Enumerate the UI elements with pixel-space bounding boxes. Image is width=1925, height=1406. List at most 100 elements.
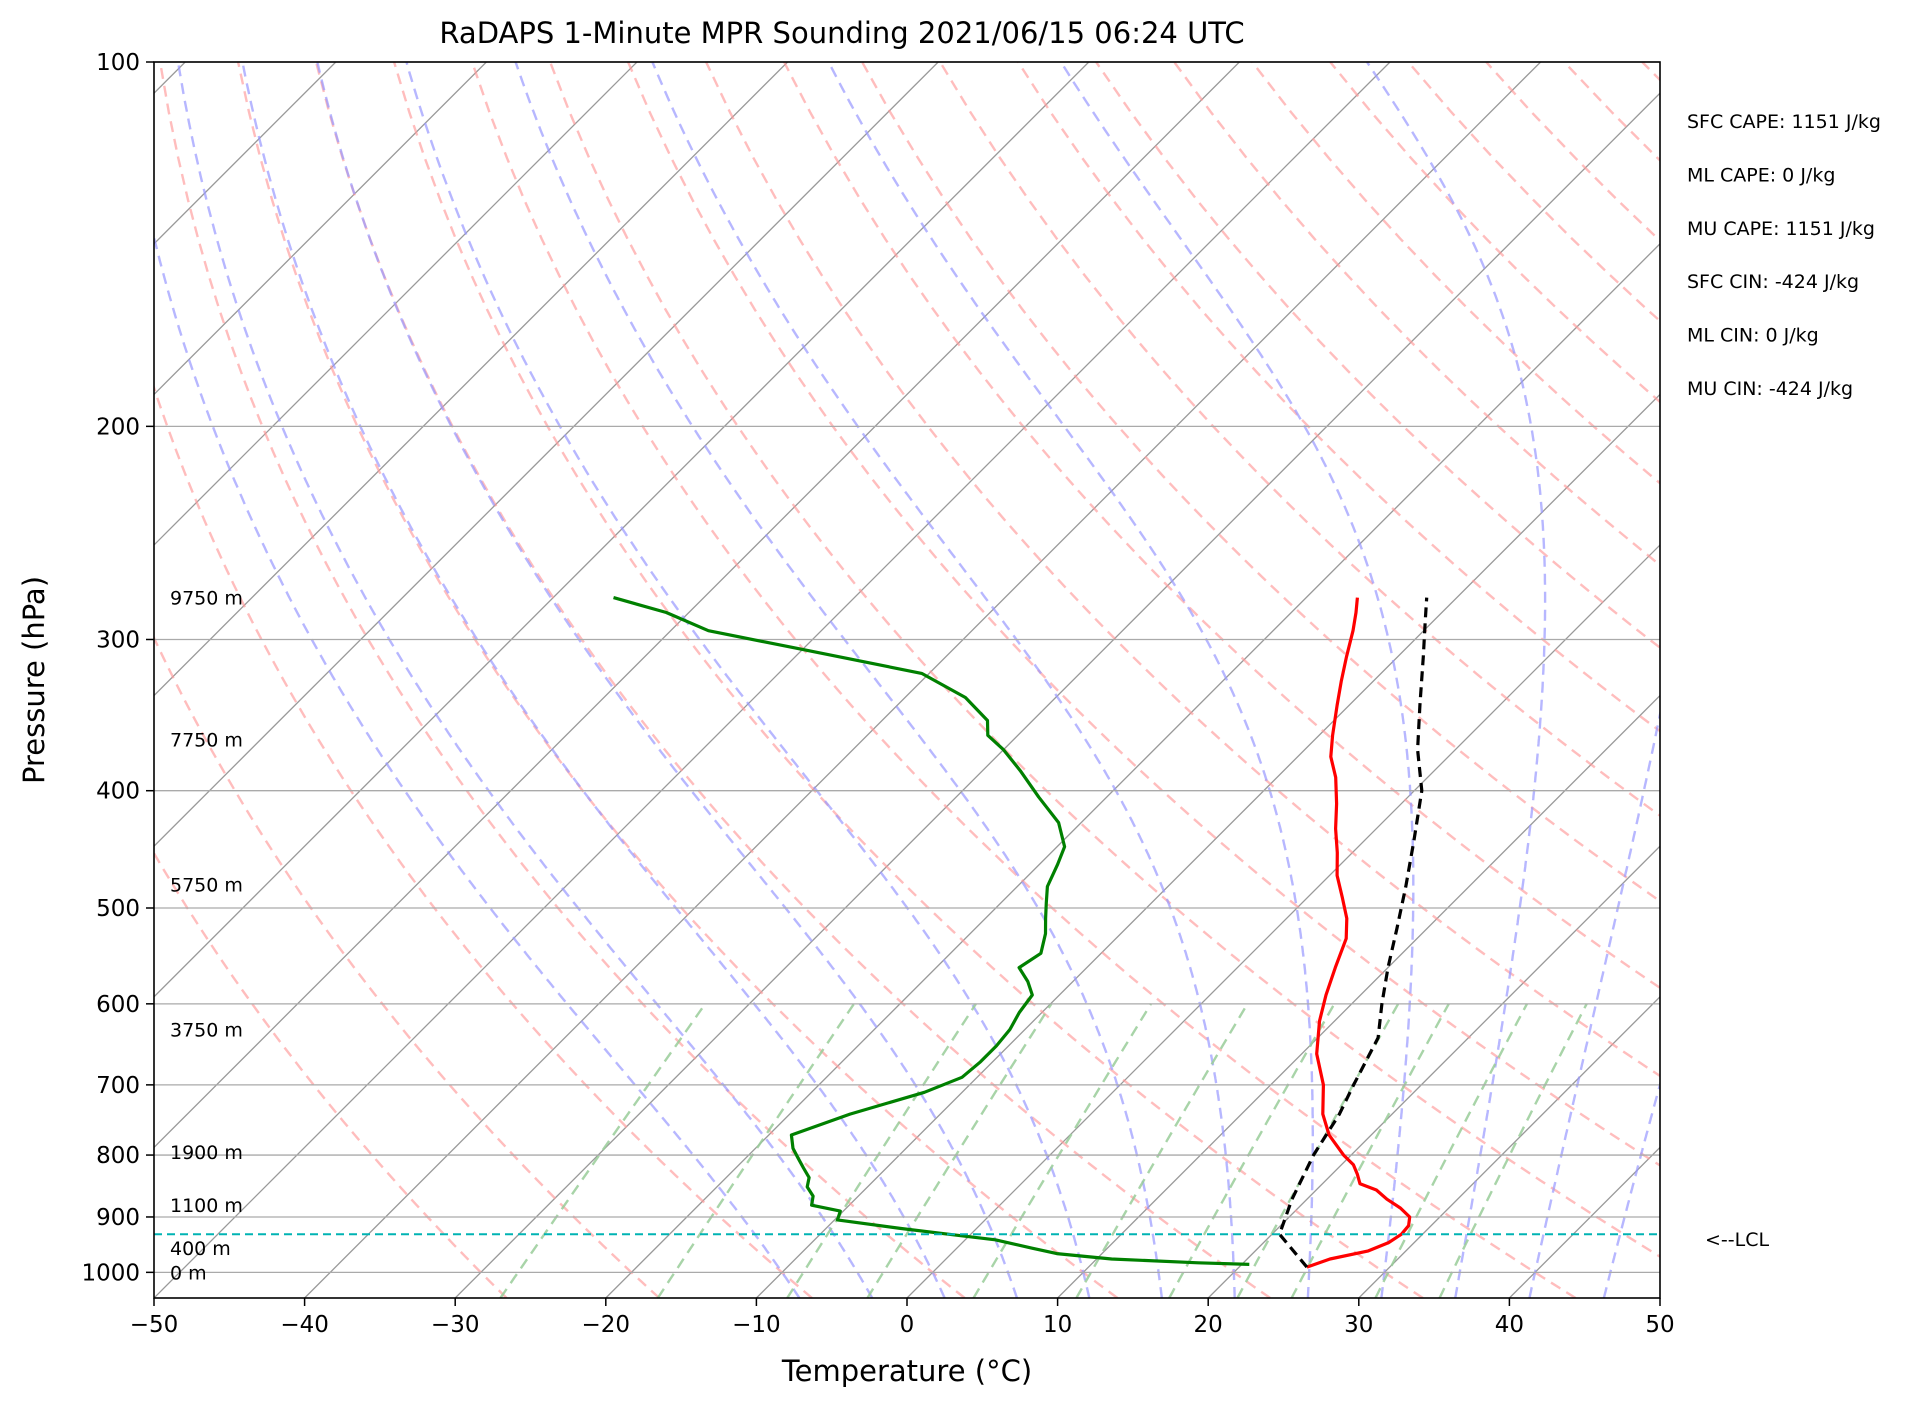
mixing-ratio-line <box>1438 1003 1588 1298</box>
y-axis-ticks: 100 200 300 400 500 600 700 800 900 1000 <box>81 50 154 1286</box>
dry-adiabat-line <box>158 62 966 1298</box>
dry-adiabat-line <box>1329 62 1660 404</box>
y-tick-label: 500 <box>96 896 140 922</box>
dry-adiabat-line <box>548 62 1660 1259</box>
mixing-ratio-line <box>499 1003 707 1298</box>
x-axis-label: Temperature (°C) <box>781 1354 1032 1388</box>
y-axis-label: Pressure (hPa) <box>17 576 51 784</box>
dry-adiabat-line <box>1017 62 1660 733</box>
isotherm-line <box>1057 694 1660 1298</box>
dry-adiabat-line <box>861 62 1660 903</box>
height-label: 1100 m <box>170 1195 243 1217</box>
stability-index-label: SFC CAPE: 1151 J/kg <box>1687 111 1881 133</box>
y-tick-label: 600 <box>96 992 140 1018</box>
moist-adiabat-line <box>176 62 874 1298</box>
x-tick-label: 40 <box>1495 1312 1524 1338</box>
isotherm-line <box>154 62 939 848</box>
background-lines <box>154 62 1925 1298</box>
x-tick-label: −20 <box>582 1312 631 1338</box>
stability-index-label: MU CIN: -424 J/kg <box>1687 378 1853 400</box>
y-tick-label: 300 <box>96 627 140 653</box>
isotherm-line <box>906 544 1660 1298</box>
dry-adiabat-line <box>154 635 661 1298</box>
mixing-ratio-line <box>1290 1003 1450 1298</box>
y-tick-label: 100 <box>96 50 140 76</box>
moist-adiabat-line <box>1059 62 1415 1298</box>
stability-index-label: MU CAPE: 1151 J/kg <box>1687 218 1875 240</box>
dewpoint-line <box>613 596 1250 1266</box>
moist-adiabat-line <box>1366 62 1547 1298</box>
stability-index-label: ML CAPE: 0 J/kg <box>1687 164 1835 186</box>
y-tick-label: 900 <box>96 1205 140 1231</box>
dry-adiabat-line <box>1485 62 1660 243</box>
stability-index-label: ML CIN: 0 J/kg <box>1687 325 1819 347</box>
mixing-ratio-line <box>866 1003 1053 1298</box>
x-tick-label: −50 <box>130 1312 179 1338</box>
x-tick-label: 10 <box>1043 1312 1072 1338</box>
dry-adiabat-line <box>1173 62 1660 567</box>
moist-adiabat-line <box>154 232 801 1298</box>
x-tick-label: −40 <box>280 1312 329 1338</box>
isotherm-line <box>1358 995 1660 1298</box>
x-tick-label: 0 <box>900 1312 915 1338</box>
dry-adiabat-line <box>470 62 1577 1298</box>
moist-adiabat-line <box>1528 708 1660 1298</box>
moist-adiabat-line <box>514 62 1164 1298</box>
dry-adiabat-line <box>314 62 1271 1298</box>
dry-adiabat-line <box>1251 62 1660 485</box>
y-tick-label: 200 <box>96 414 140 440</box>
x-tick-label: −10 <box>732 1312 781 1338</box>
x-tick-label: 30 <box>1344 1312 1373 1338</box>
moist-adiabat-line <box>827 62 1315 1298</box>
isotherm-line <box>454 92 1660 1298</box>
isotherm-line <box>304 62 1542 1298</box>
dry-adiabat-line <box>154 383 813 1298</box>
isotherm-line <box>755 393 1660 1298</box>
isotherm-line <box>605 242 1660 1298</box>
stability-indices: SFC CAPE: 1151 J/kg ML CAPE: 0 J/kg MU CAP… <box>1687 111 1881 400</box>
mixing-ratio-line <box>656 1003 855 1298</box>
dry-adiabat-line <box>1563 62 1660 163</box>
height-label: 400 m <box>170 1238 231 1260</box>
mixing-ratio-line <box>972 1003 1153 1298</box>
dry-adiabat-line <box>705 62 1660 1078</box>
stability-index-label: SFC CIN: -424 J/kg <box>1687 271 1859 293</box>
height-label: 9750 m <box>170 588 243 610</box>
x-tick-label: 50 <box>1645 1312 1674 1338</box>
isotherm-line <box>154 62 1240 1149</box>
dry-adiabat-line <box>154 850 508 1298</box>
dry-adiabat-line <box>1641 62 1660 82</box>
x-tick-label: −30 <box>431 1312 480 1338</box>
isotherm-line <box>154 62 638 546</box>
moist-adiabat-line <box>1602 1080 1660 1298</box>
parcel-line <box>1277 597 1429 1269</box>
isotherm-line <box>154 62 1090 998</box>
isotherm-line <box>154 62 789 697</box>
dry-adiabat-line <box>236 62 1119 1298</box>
moist-adiabat-line <box>405 62 1091 1298</box>
series-layer <box>154 596 1660 1269</box>
chart-title: RaDAPS 1-Minute MPR Sounding 2021/06/15 … <box>439 16 1244 50</box>
dry-adiabat-line <box>939 62 1660 818</box>
moist-adiabat-line <box>241 62 946 1298</box>
isotherm-line <box>154 62 1391 1298</box>
y-tick-label: 700 <box>96 1073 140 1099</box>
moist-adiabat-line <box>316 62 1019 1298</box>
y-tick-label: 1000 <box>81 1260 140 1286</box>
x-tick-label: 20 <box>1194 1312 1223 1338</box>
mixing-ratio-line <box>1168 1003 1336 1298</box>
dry-adiabat-line <box>1720 62 1925 1298</box>
y-tick-label: 400 <box>96 779 140 805</box>
lcl-label: <--LCL <box>1705 1229 1769 1251</box>
dry-adiabat-line <box>392 62 1424 1298</box>
mixing-ratio-line <box>786 1003 977 1298</box>
isotherm-line <box>1659 1297 1660 1298</box>
dry-adiabat-line <box>1407 62 1660 323</box>
height-label: 7750 m <box>170 730 243 752</box>
y-tick-label: 800 <box>96 1143 140 1169</box>
plot-frame <box>153 61 1661 1299</box>
height-label: 3750 m <box>170 1019 243 1041</box>
isotherm-line <box>1207 845 1660 1298</box>
